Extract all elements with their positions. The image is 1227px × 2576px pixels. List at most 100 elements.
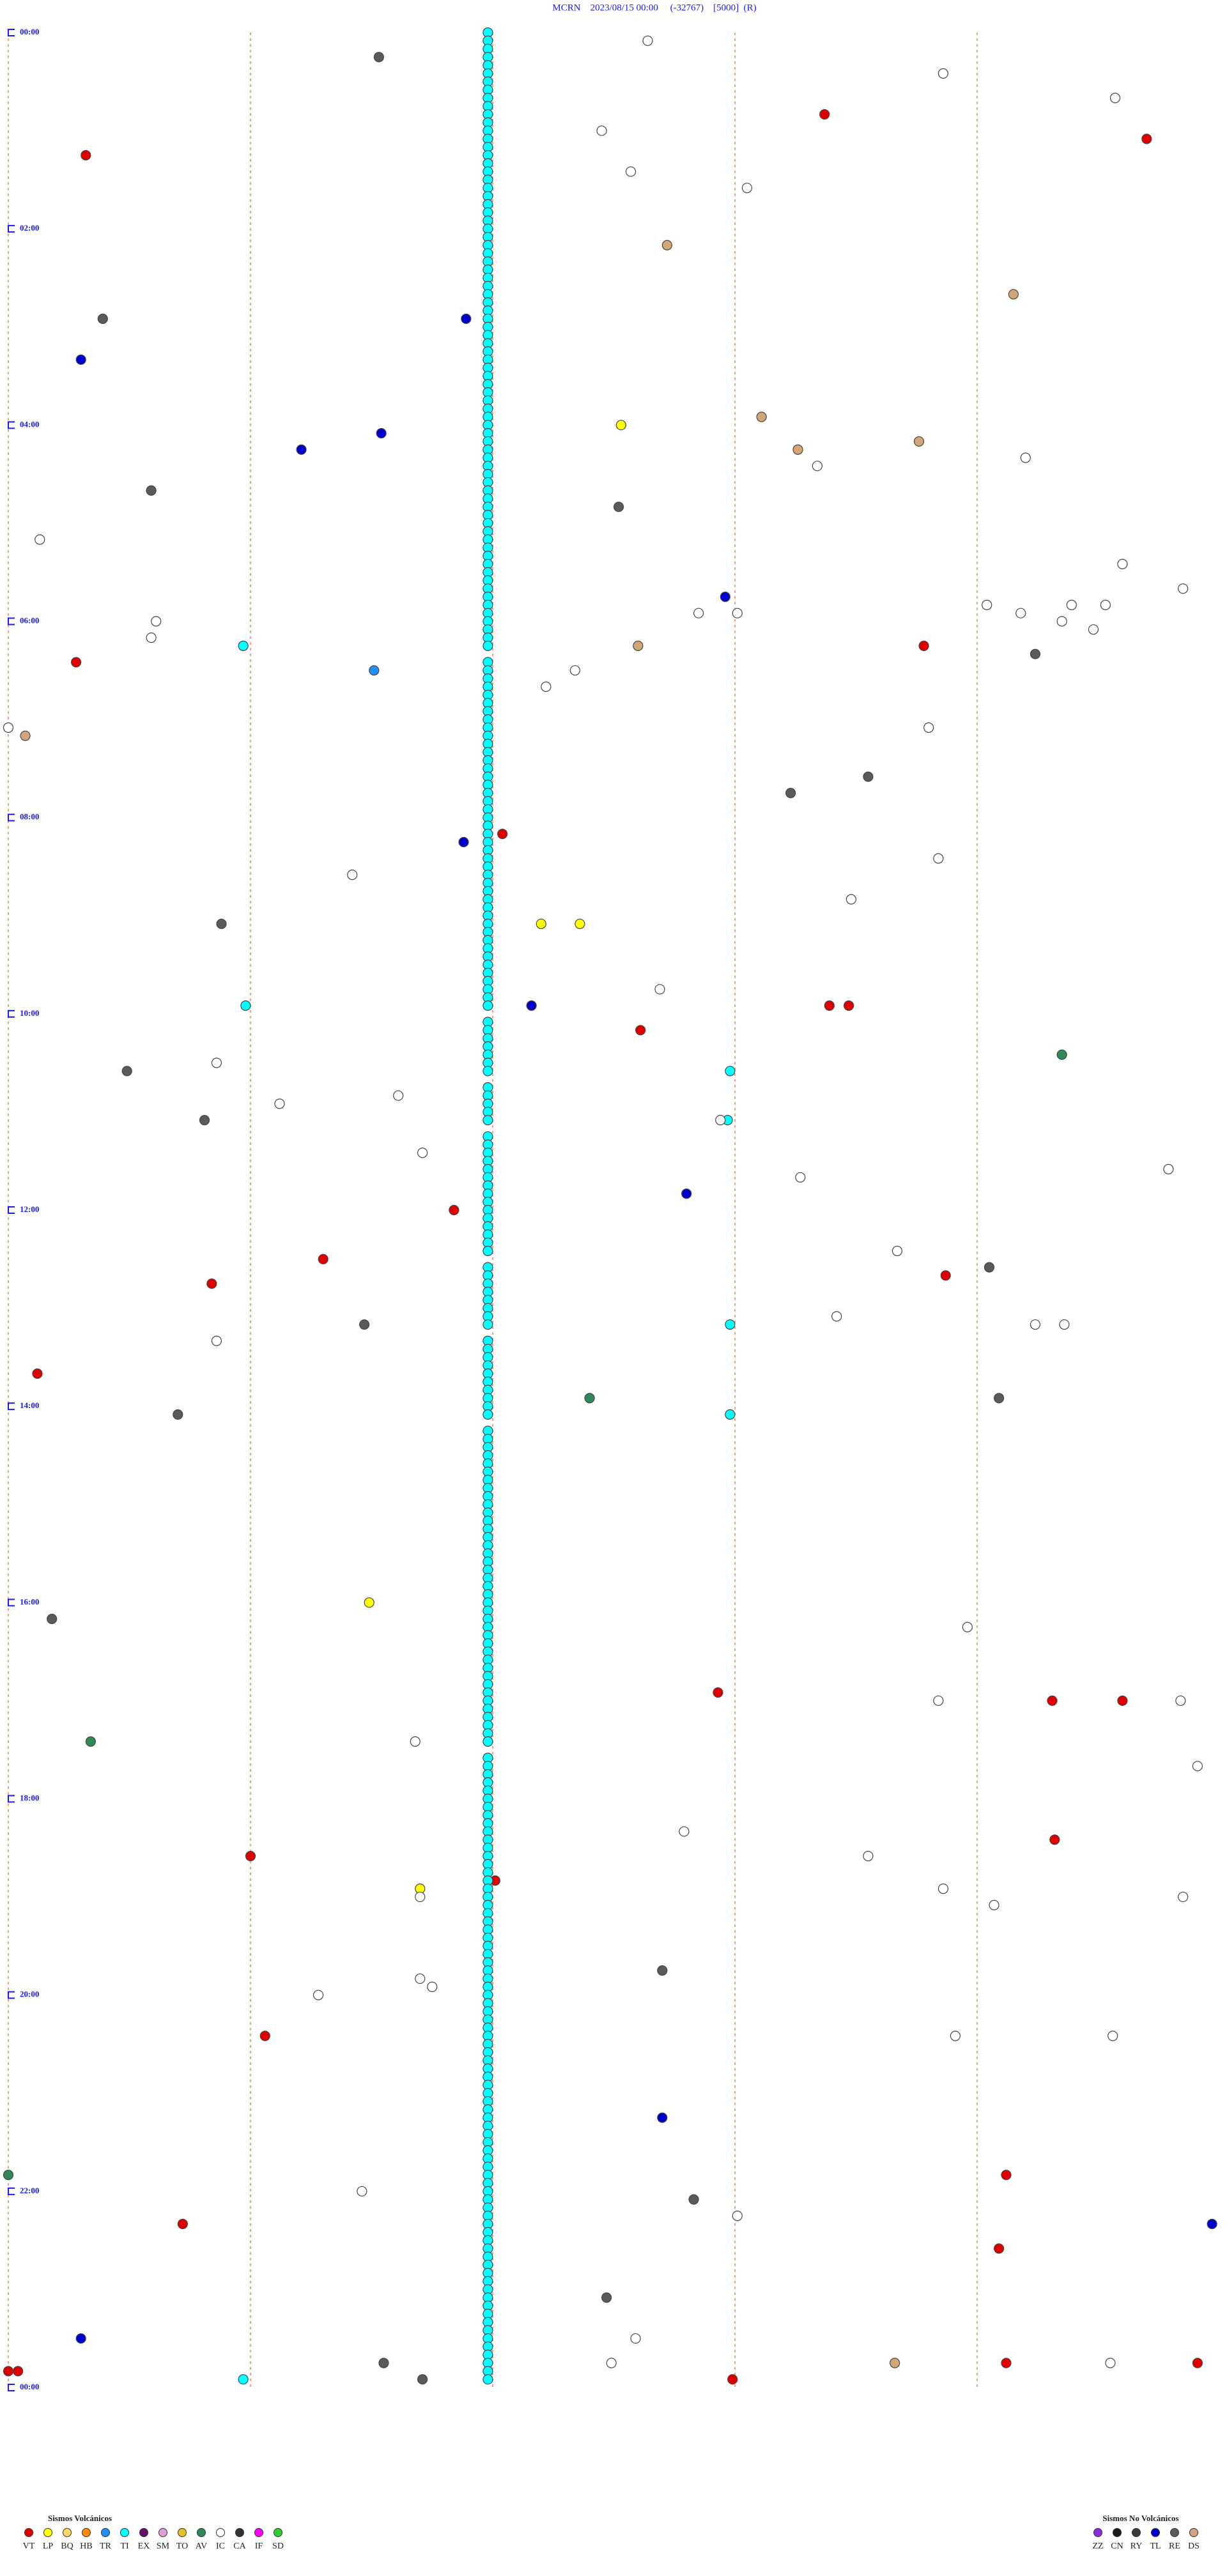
legend-label: SD <box>272 2542 284 2551</box>
event-dot <box>238 2374 249 2385</box>
legend-label: CA <box>233 2542 246 2551</box>
event-dot <box>654 984 665 995</box>
event-dot <box>1107 2030 1118 2041</box>
y-tick-label: 22:00 <box>20 2186 39 2195</box>
event-dot <box>1056 1049 1067 1060</box>
event-dot <box>1066 599 1077 611</box>
event-dot <box>918 640 929 651</box>
event-dot <box>415 1973 426 1984</box>
event-dot <box>1141 134 1152 144</box>
event-dot <box>625 166 637 177</box>
event-dot <box>606 2358 617 2368</box>
event-dot <box>347 870 358 880</box>
legend-swatch <box>63 2528 72 2537</box>
y-tick-label: 02:00 <box>20 223 39 233</box>
legend-title: Sismos No Volcánicos <box>1102 2513 1178 2523</box>
legend-swatch <box>1151 2528 1160 2537</box>
legend-swatch <box>1189 2528 1198 2537</box>
hour-marker <box>8 1206 15 1214</box>
event-dot <box>35 534 45 545</box>
event-dot <box>720 592 730 602</box>
legend-swatch <box>235 2528 244 2537</box>
event-dot <box>238 640 249 651</box>
event-dot <box>569 665 580 676</box>
event-dot <box>211 1335 222 1346</box>
event-dot <box>318 1254 328 1264</box>
hour-marker <box>8 225 15 233</box>
event-dot <box>1100 599 1111 611</box>
event-dot <box>657 1965 668 1976</box>
event-dot <box>13 2366 24 2377</box>
event-dot <box>461 313 472 325</box>
legend-swatch <box>101 2528 110 2537</box>
y-tick-label: 08:00 <box>20 812 39 822</box>
event-dot <box>844 1000 854 1011</box>
event-dot <box>989 1899 999 1910</box>
legend-swatch <box>274 2528 282 2537</box>
event-dot <box>1056 616 1067 627</box>
legend-swatch <box>120 2528 129 2537</box>
legend-label: RE <box>1169 2542 1180 2551</box>
event-dot <box>938 1883 949 1894</box>
event-dot <box>259 2030 270 2041</box>
y-tick-label: 00:00 <box>20 2382 39 2391</box>
hour-marker <box>8 617 15 625</box>
event-dot <box>71 657 82 668</box>
event-dot <box>863 1850 874 1862</box>
event-dot <box>47 1613 58 1625</box>
event-dot <box>81 150 91 161</box>
event-dot <box>1030 648 1041 659</box>
event-dot <box>1047 1695 1058 1706</box>
event-dot <box>1088 624 1099 635</box>
event-dot <box>359 1319 370 1330</box>
event-dot <box>1030 1319 1041 1330</box>
legend-swatch <box>1132 2528 1141 2537</box>
event-dot <box>415 1891 426 1903</box>
event-dot <box>831 1311 842 1322</box>
event-dot <box>845 894 857 905</box>
legend-swatch <box>254 2528 263 2537</box>
event-dot <box>630 2333 641 2344</box>
legend-label: TI <box>120 2542 129 2551</box>
event-dot <box>819 109 830 120</box>
event-dot <box>211 1057 222 1068</box>
event-dot <box>923 722 934 733</box>
event-dot <box>199 1115 210 1126</box>
event-dot <box>994 1393 1005 1404</box>
event-dot <box>1109 93 1121 103</box>
event-dot <box>417 2374 428 2385</box>
legend-swatch <box>82 2528 91 2537</box>
legend-swatch <box>197 2528 206 2537</box>
event-dot <box>1178 583 1189 594</box>
event-dot <box>732 608 743 618</box>
y-tick-label: 16:00 <box>20 1597 39 1606</box>
legend-label: RY <box>1131 2542 1143 2551</box>
legend-swatch <box>1113 2528 1122 2537</box>
event-dot <box>393 1090 404 1101</box>
event-dot <box>661 240 672 250</box>
legend-swatch <box>43 2528 52 2537</box>
event-dot <box>245 1850 256 1862</box>
hour-marker <box>8 1991 15 1999</box>
event-dot <box>417 1147 428 1158</box>
event-dot <box>785 788 796 799</box>
event-dot <box>541 681 552 692</box>
hour-marker <box>8 2187 15 2195</box>
event-dot <box>410 1736 421 1747</box>
event-dot <box>369 665 380 676</box>
y-tick-label: 10:00 <box>20 1008 39 1018</box>
event-dot <box>3 722 14 733</box>
event-dot <box>725 1319 736 1330</box>
event-dot <box>206 1278 217 1289</box>
event-dot <box>727 2374 738 2385</box>
y-tick-label: 06:00 <box>20 615 39 625</box>
event-dot <box>1001 2358 1012 2368</box>
legend-label: TL <box>1150 2542 1161 2551</box>
event-dot <box>575 918 585 930</box>
event-dot <box>1015 608 1026 618</box>
event-dot <box>482 1736 493 1747</box>
event-dot <box>642 35 653 46</box>
event-dot <box>891 1245 903 1257</box>
event-dot <box>725 1066 736 1077</box>
